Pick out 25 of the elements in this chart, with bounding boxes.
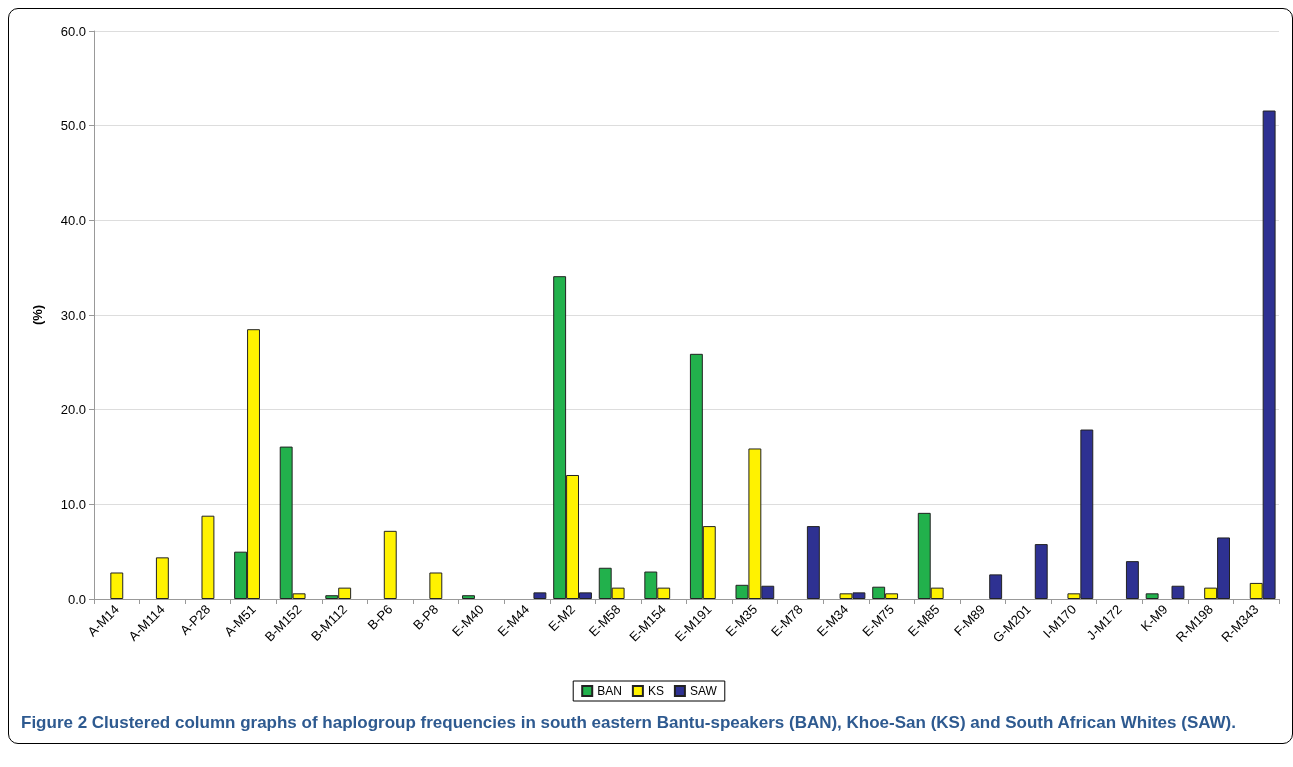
bar <box>533 592 547 599</box>
y-axis-title: (%) <box>30 304 45 326</box>
bar <box>1125 561 1139 599</box>
bar <box>806 526 820 599</box>
bar <box>989 574 1003 599</box>
bar <box>383 530 397 599</box>
y-tick-label: 30.0 <box>60 307 86 323</box>
y-tick-label: 0.0 <box>67 591 86 607</box>
bar <box>1145 593 1159 599</box>
y-tick-label: 40.0 <box>60 212 86 228</box>
bar <box>201 515 215 599</box>
y-tick-label: 10.0 <box>60 496 86 512</box>
y-tick-label: 20.0 <box>60 402 86 418</box>
legend-label: KS <box>647 684 664 698</box>
legend-label: SAW <box>689 684 718 698</box>
y-tick-label: 60.0 <box>60 23 86 39</box>
bar <box>1171 585 1185 599</box>
caption: Figure 2 Clustered column graphs of haplogroup frequencies in south eastern Bantu-speakers (BAN), Khoe-San (KS) and South African Whites (SAW). <box>20 712 1237 734</box>
y-tick-label: 50.0 <box>60 118 86 134</box>
bar <box>429 572 443 599</box>
bar <box>155 557 169 599</box>
bar <box>462 595 475 599</box>
bar <box>1034 544 1048 599</box>
bar <box>110 572 124 599</box>
legend-label: BAN <box>597 684 622 698</box>
